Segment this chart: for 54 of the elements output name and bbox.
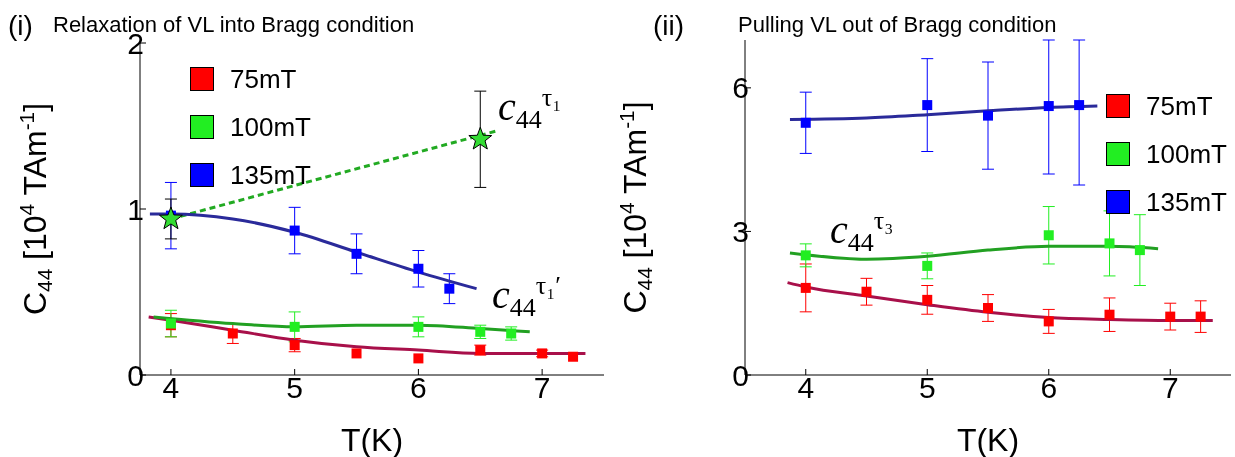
point xyxy=(468,126,493,150)
x-tick-label: 6 xyxy=(410,371,427,404)
point xyxy=(922,294,933,305)
point xyxy=(413,353,424,364)
point xyxy=(922,100,933,111)
point xyxy=(289,321,300,332)
legend-label: 100mT xyxy=(1146,138,1227,170)
legend-label: 75mT xyxy=(230,63,297,95)
x-tick-label: 7 xyxy=(533,371,551,404)
x-tick-label: 5 xyxy=(918,371,936,404)
point xyxy=(289,225,300,236)
y-tick-label: 0 xyxy=(732,358,749,392)
x-tick-label: 4 xyxy=(162,371,180,404)
point xyxy=(1043,230,1054,241)
point xyxy=(983,110,993,121)
legend-label: 100mT xyxy=(230,111,311,143)
x-tick-label: 5 xyxy=(286,371,304,404)
point xyxy=(159,206,183,230)
point xyxy=(568,351,579,362)
text: (ii) xyxy=(653,10,685,42)
point xyxy=(1104,238,1115,249)
x-tick-label: 6 xyxy=(1040,371,1058,404)
point xyxy=(413,263,424,274)
point xyxy=(1165,311,1176,322)
point xyxy=(1195,311,1206,322)
point xyxy=(444,283,455,294)
y-tick-label: 3 xyxy=(732,214,749,248)
point xyxy=(1043,101,1054,112)
text: (i) xyxy=(8,10,33,42)
y-tick-label: 0 xyxy=(127,358,144,392)
point xyxy=(1074,100,1085,111)
point xyxy=(800,117,811,128)
legend-label: 135mT xyxy=(1146,186,1227,218)
point xyxy=(861,286,872,297)
legend-label: 75mT xyxy=(1146,90,1213,122)
point xyxy=(351,348,362,359)
point xyxy=(351,248,362,259)
point xyxy=(1104,309,1115,320)
point xyxy=(227,328,238,339)
x-tick-label: 4 xyxy=(797,371,815,404)
x-tick-label: 7 xyxy=(1161,371,1179,404)
point xyxy=(413,321,424,332)
x-axis-title: T(K) xyxy=(340,422,404,457)
point xyxy=(1134,245,1145,256)
point xyxy=(922,260,933,271)
x-axis-title: T(K) xyxy=(956,422,1020,457)
point xyxy=(800,282,811,293)
legend-label: 135mT xyxy=(230,159,311,191)
chart-title: Pulling VL out of Bragg condition xyxy=(738,12,1057,38)
point xyxy=(1043,316,1054,327)
point xyxy=(800,250,811,261)
point xyxy=(983,303,993,313)
y-tick-label: 1 xyxy=(127,192,144,226)
y-tick-label: 6 xyxy=(732,71,749,105)
